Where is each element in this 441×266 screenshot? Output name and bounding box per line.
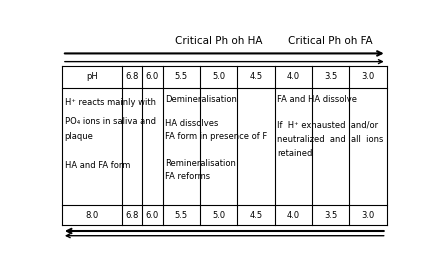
Text: 5.5: 5.5 [175,72,188,81]
Text: pH: pH [86,72,98,81]
Text: If  H⁺ exhausted  and/or: If H⁺ exhausted and/or [277,120,378,130]
Text: FA and HA dissolve: FA and HA dissolve [277,95,357,104]
Text: 6.0: 6.0 [146,72,159,81]
Text: 3.5: 3.5 [324,72,337,81]
Text: Remineralisation: Remineralisation [165,159,236,168]
Text: 3.0: 3.0 [361,72,374,81]
Text: 6.0: 6.0 [146,211,159,220]
Text: retained: retained [277,149,313,158]
Text: 6.8: 6.8 [125,72,138,81]
Text: FA form in presence of F: FA form in presence of F [165,132,268,141]
Text: 5.5: 5.5 [175,211,188,220]
Text: Critical Ph oh FA: Critical Ph oh FA [288,36,373,46]
Bar [62,66,387,226]
Text: Critical Ph oh HA: Critical Ph oh HA [175,36,262,46]
Text: neutralized  and  all  ions: neutralized and all ions [277,135,384,144]
Text: FA reforms: FA reforms [165,172,211,181]
Text: 3.5: 3.5 [324,211,337,220]
Text: 5.0: 5.0 [212,211,225,220]
Text: 4.0: 4.0 [287,72,300,81]
Text: HA and FA form: HA and FA form [65,161,130,169]
Text: 4.0: 4.0 [287,211,300,220]
Text: 5.0: 5.0 [212,72,225,81]
Text: Demineralisation: Demineralisation [165,95,237,104]
Text: HA dissolves: HA dissolves [165,119,219,128]
Text: 3.0: 3.0 [361,211,374,220]
Text: 6.8: 6.8 [125,211,138,220]
Text: PO₄ ions in saliva and: PO₄ ions in saliva and [65,117,156,126]
Text: H⁺ reacts mainly with: H⁺ reacts mainly with [65,98,156,107]
Text: 4.5: 4.5 [250,211,262,220]
Text: 4.5: 4.5 [250,72,262,81]
Text: plaque: plaque [65,132,93,141]
Text: 8.0: 8.0 [85,211,98,220]
